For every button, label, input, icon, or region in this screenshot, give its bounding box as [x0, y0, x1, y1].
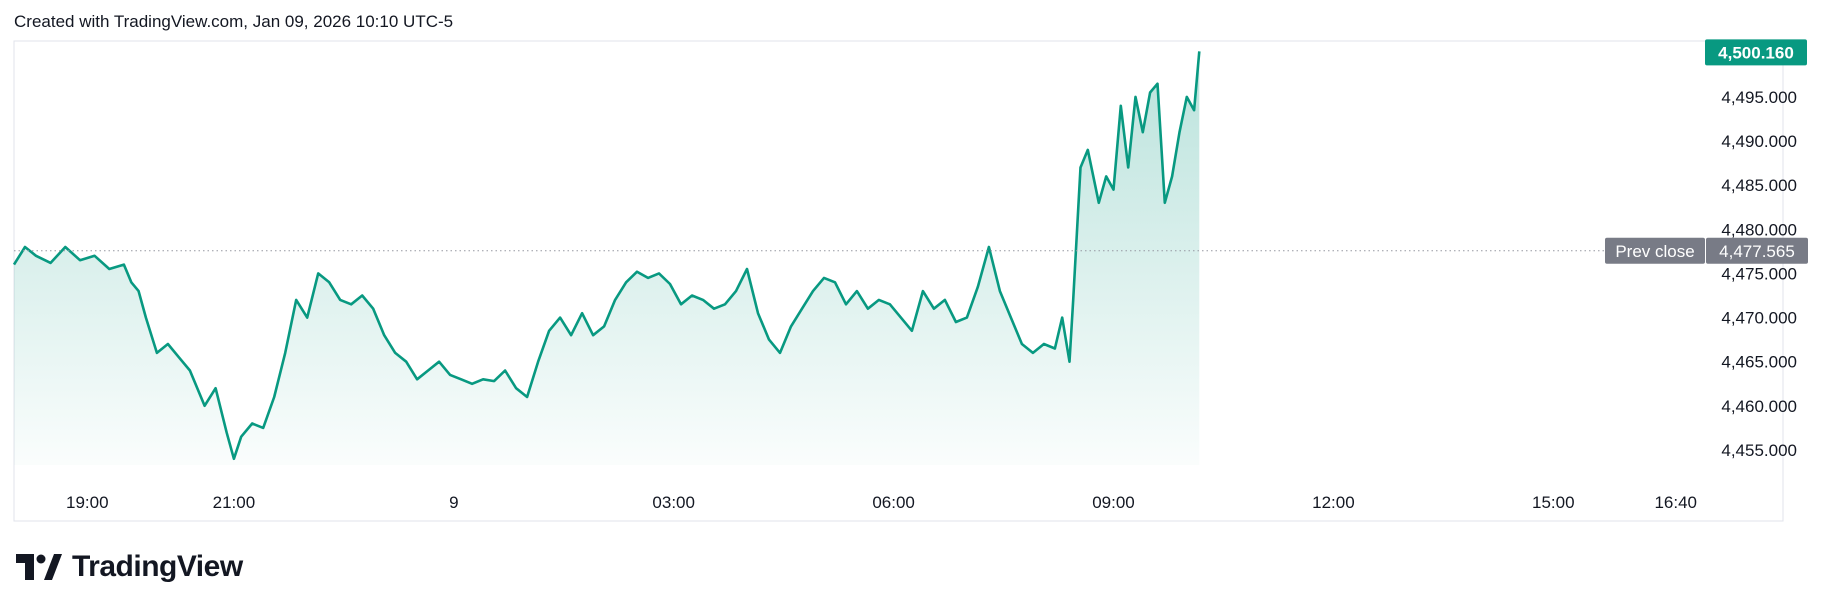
y-tick-label: 4,470.000: [1721, 309, 1797, 328]
chart-caption: Created with TradingView.com, Jan 09, 20…: [14, 12, 454, 31]
price-line: [12, 51, 1201, 461]
x-tick-label: 09:00: [1092, 493, 1135, 512]
tradingview-logo-icon: [16, 554, 62, 580]
prev-close-value-label: 4,477.565: [1719, 242, 1795, 261]
x-tick-label: 16:40: [1654, 493, 1697, 512]
y-tick-label: 4,495.000: [1721, 88, 1797, 107]
y-tick-label: 4,485.000: [1721, 176, 1797, 195]
brand[interactable]: TradingView: [16, 550, 243, 584]
y-tick-label: 4,465.000: [1721, 353, 1797, 372]
last-price-badge: [1705, 39, 1807, 66]
x-tick-label: 15:00: [1532, 493, 1575, 512]
price-labels: 4,500.160 Prev close 4,477.565: [1605, 39, 1808, 264]
y-tick-label: 4,480.000: [1721, 220, 1797, 239]
x-tick-label: 12:00: [1312, 493, 1355, 512]
y-tick-label: 4,475.000: [1721, 264, 1797, 283]
y-tick-label: 4,490.000: [1721, 132, 1797, 151]
prev-close-value-badge: [1706, 237, 1808, 264]
line-layer: [12, 51, 1201, 461]
brand-name: TradingView: [72, 550, 243, 583]
price-area: [14, 51, 1200, 466]
area-layer: [14, 51, 1200, 466]
prev-close-label: Prev close: [1615, 242, 1694, 261]
x-tick-label: 06:00: [872, 493, 915, 512]
x-tick-label: 21:00: [213, 493, 256, 512]
x-tick-label: 19:00: [66, 493, 109, 512]
y-axis: 4,495.000 4,490.000 4,485.000 4,480.000 4,47…: [1721, 88, 1797, 460]
prev-close-badge: [1605, 237, 1705, 264]
y-tick-label: 4,460.000: [1721, 397, 1797, 416]
x-axis: 19:00 21:00 9 03:00 06:00 09:00 12:00 15:00 16:4…: [66, 493, 1697, 512]
last-price-label: 4,500.160: [1718, 43, 1794, 62]
x-tick-label: 03:00: [652, 493, 695, 512]
x-tick-label: 9: [449, 493, 458, 512]
y-tick-label: 4,455.000: [1721, 441, 1797, 460]
